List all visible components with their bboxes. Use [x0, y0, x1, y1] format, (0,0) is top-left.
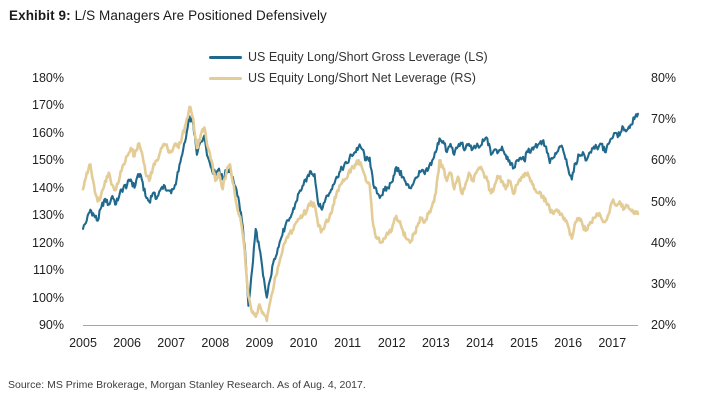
net-line-swatch [209, 76, 242, 80]
gross-line-swatch [209, 55, 242, 59]
legend-item-net: US Equity Long/Short Net Leverage (RS) [209, 70, 488, 86]
chart-legend: US Equity Long/Short Gross Leverage (LS)… [209, 49, 488, 86]
gross-leverage-line [81, 112, 640, 307]
y-axis-tick-label-right: 40% [651, 235, 677, 250]
exhibit-number: Exhibit 9: [9, 8, 71, 23]
x-axis-tick-label: 2009 [245, 336, 274, 350]
y-axis-tick-label-left: 160% [32, 125, 64, 140]
y-axis-tick-label-right: 60% [651, 153, 677, 168]
x-axis-tick-label: 2008 [201, 336, 230, 350]
y-axis-tick-label-left: 110% [32, 263, 64, 278]
x-axis-tick-label: 2014 [466, 336, 494, 350]
x-axis-tick-label: 2010 [289, 336, 318, 350]
x-axis-tick-label: 2016 [554, 336, 583, 350]
y-axis-tick-label-left: 100% [32, 290, 64, 305]
y-axis-tick-label-right: 70% [651, 112, 677, 127]
leverage-chart [81, 105, 640, 323]
source-note: Source: MS Prime Brokerage, Morgan Stanl… [8, 379, 366, 391]
y-axis-tick-label-left: 180% [32, 71, 64, 85]
net-leverage-line [81, 105, 640, 323]
x-axis-tick-label: 2012 [377, 336, 406, 350]
x-axis-line [83, 325, 638, 326]
y-axis-tick-label-left: 130% [32, 208, 64, 223]
y-axis-tick-label-left: 140% [32, 180, 64, 195]
y-axis-tick-label-left: 90% [38, 318, 64, 332]
y-axis-tick-label-left: 170% [32, 98, 64, 113]
x-axis-tick-label: 2017 [598, 336, 627, 350]
exhibit-title-text: L/S Managers Are Positioned Defensively [74, 8, 327, 23]
x-axis-tick-label: 2006 [113, 336, 141, 350]
x-axis-tick-label: 2015 [510, 336, 538, 350]
x-axis-tick-label: 2005 [69, 336, 97, 350]
x-axis-tick-label: 2013 [421, 336, 450, 350]
legend-item-gross: US Equity Long/Short Gross Leverage (LS) [209, 49, 488, 65]
y-axis-tick-label-right: 80% [651, 71, 677, 85]
exhibit-title: Exhibit 9: L/S Managers Are Positioned D… [9, 8, 327, 23]
y-axis-tick-label-right: 20% [651, 318, 677, 332]
y-axis-tick-label-left: 120% [32, 235, 64, 250]
y-axis-tick-label-left: 150% [32, 153, 64, 168]
x-axis-tick-label: 2011 [334, 336, 362, 350]
x-axis-tick-label: 2007 [157, 336, 186, 350]
legend-label-gross: US Equity Long/Short Gross Leverage (LS) [248, 50, 488, 64]
y-axis-tick-label-right: 50% [651, 194, 677, 209]
y-axis-tick-label-right: 30% [651, 276, 677, 291]
legend-label-net: US Equity Long/Short Net Leverage (RS) [248, 71, 476, 85]
